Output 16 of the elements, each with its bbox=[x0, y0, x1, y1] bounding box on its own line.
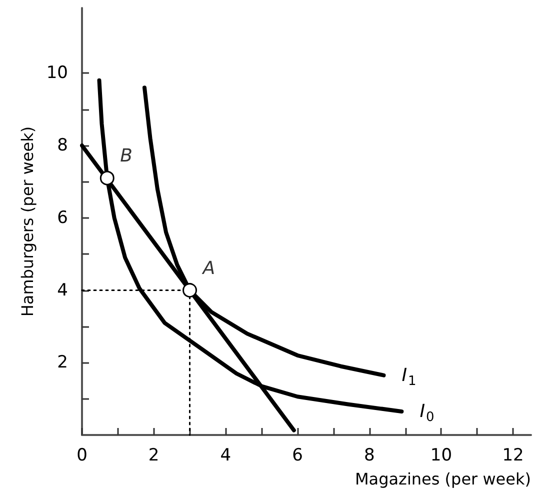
y-tick-label: 2 bbox=[57, 352, 68, 373]
y-axis-title: Hamburgers (per week) bbox=[18, 126, 37, 317]
annotation: A bbox=[202, 258, 216, 279]
annotation: B bbox=[120, 146, 133, 167]
x-tick-label: 10 bbox=[430, 446, 452, 466]
y-tick-label: 10 bbox=[46, 63, 68, 84]
y-tick-label: 4 bbox=[57, 280, 68, 300]
y-tick-label: 8 bbox=[57, 136, 68, 156]
x-tick-label: 0 bbox=[76, 446, 88, 466]
x-tick-label: 12 bbox=[502, 446, 524, 466]
x-tick-label: 4 bbox=[220, 446, 232, 466]
x-tick-label: 6 bbox=[292, 446, 303, 466]
x-tick-label: 2 bbox=[148, 446, 160, 466]
x-tick-label: 8 bbox=[364, 446, 375, 466]
x-axis-title: Magazines (per week) bbox=[354, 470, 531, 488]
y-tick-label: 6 bbox=[57, 208, 68, 228]
